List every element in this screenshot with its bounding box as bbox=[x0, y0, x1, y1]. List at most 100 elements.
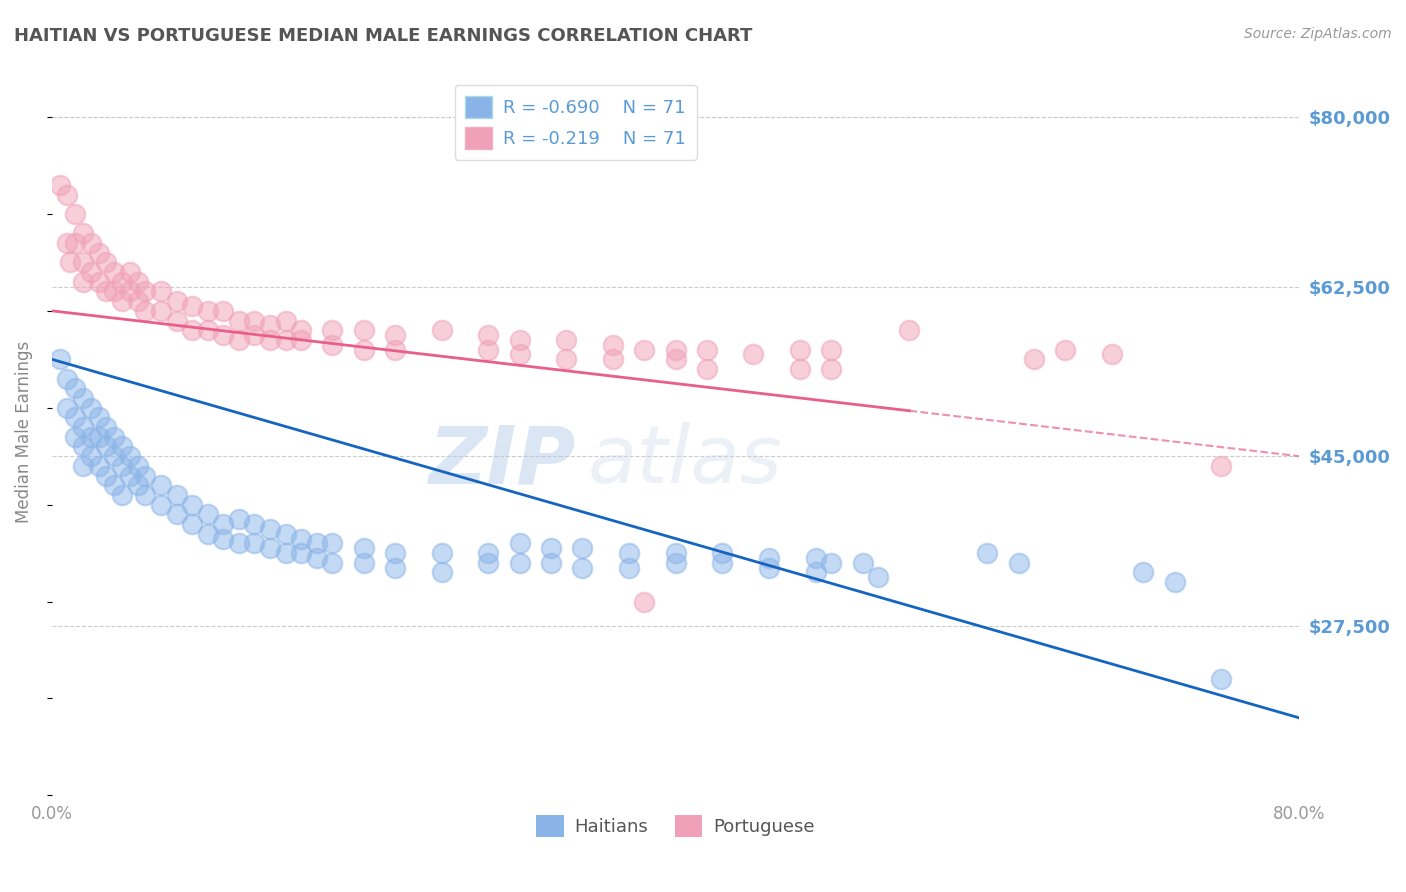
Point bbox=[56, 235, 79, 250]
Point bbox=[72, 255, 94, 269]
Point bbox=[72, 420, 94, 434]
Point bbox=[430, 546, 453, 560]
Point bbox=[127, 275, 149, 289]
Point bbox=[1101, 347, 1123, 361]
Point bbox=[228, 512, 250, 526]
Point bbox=[118, 449, 141, 463]
Point bbox=[290, 323, 312, 337]
Point bbox=[509, 556, 531, 570]
Point bbox=[118, 265, 141, 279]
Point bbox=[72, 227, 94, 241]
Point bbox=[571, 560, 593, 574]
Point bbox=[259, 333, 281, 347]
Point bbox=[212, 328, 235, 343]
Point bbox=[111, 294, 134, 309]
Point bbox=[243, 313, 266, 327]
Point bbox=[63, 381, 86, 395]
Point bbox=[87, 245, 110, 260]
Point bbox=[353, 323, 375, 337]
Point bbox=[868, 570, 890, 584]
Point bbox=[111, 488, 134, 502]
Point bbox=[63, 430, 86, 444]
Point bbox=[1024, 352, 1046, 367]
Point bbox=[509, 333, 531, 347]
Point bbox=[149, 478, 172, 492]
Point bbox=[664, 546, 686, 560]
Point bbox=[103, 478, 125, 492]
Point bbox=[149, 498, 172, 512]
Point bbox=[274, 526, 297, 541]
Point bbox=[321, 323, 343, 337]
Point bbox=[353, 343, 375, 357]
Point bbox=[477, 328, 499, 343]
Point bbox=[80, 235, 103, 250]
Point bbox=[166, 313, 188, 327]
Point bbox=[384, 343, 406, 357]
Point bbox=[96, 420, 118, 434]
Point bbox=[274, 546, 297, 560]
Point bbox=[696, 362, 718, 376]
Point bbox=[212, 516, 235, 531]
Point bbox=[540, 541, 562, 556]
Point bbox=[127, 294, 149, 309]
Point bbox=[87, 430, 110, 444]
Point bbox=[804, 551, 827, 566]
Point bbox=[820, 362, 842, 376]
Point bbox=[103, 449, 125, 463]
Point bbox=[197, 508, 219, 522]
Point bbox=[664, 352, 686, 367]
Point bbox=[96, 440, 118, 454]
Point bbox=[664, 343, 686, 357]
Y-axis label: Median Male Earnings: Median Male Earnings bbox=[15, 341, 32, 523]
Point bbox=[243, 516, 266, 531]
Point bbox=[212, 532, 235, 546]
Point bbox=[134, 468, 156, 483]
Point bbox=[87, 458, 110, 473]
Text: HAITIAN VS PORTUGUESE MEDIAN MALE EARNINGS CORRELATION CHART: HAITIAN VS PORTUGUESE MEDIAN MALE EARNIN… bbox=[14, 27, 752, 45]
Point bbox=[212, 303, 235, 318]
Point bbox=[72, 458, 94, 473]
Point bbox=[384, 560, 406, 574]
Point bbox=[197, 323, 219, 337]
Point bbox=[571, 541, 593, 556]
Point bbox=[127, 458, 149, 473]
Point bbox=[696, 343, 718, 357]
Point bbox=[290, 546, 312, 560]
Point bbox=[72, 440, 94, 454]
Point bbox=[118, 468, 141, 483]
Point bbox=[96, 255, 118, 269]
Point bbox=[758, 560, 780, 574]
Point bbox=[259, 318, 281, 333]
Point bbox=[118, 285, 141, 299]
Point bbox=[166, 508, 188, 522]
Text: ZIP: ZIP bbox=[429, 422, 575, 500]
Point bbox=[149, 303, 172, 318]
Point bbox=[166, 294, 188, 309]
Point bbox=[664, 556, 686, 570]
Point bbox=[305, 536, 328, 550]
Point bbox=[804, 566, 827, 580]
Point bbox=[228, 333, 250, 347]
Point bbox=[63, 207, 86, 221]
Point bbox=[197, 526, 219, 541]
Text: atlas: atlas bbox=[588, 422, 783, 500]
Point bbox=[555, 333, 578, 347]
Point bbox=[758, 551, 780, 566]
Point bbox=[63, 235, 86, 250]
Point bbox=[80, 430, 103, 444]
Point bbox=[181, 498, 204, 512]
Point bbox=[1007, 556, 1029, 570]
Point bbox=[87, 275, 110, 289]
Point bbox=[63, 410, 86, 425]
Point bbox=[72, 275, 94, 289]
Point bbox=[602, 352, 624, 367]
Point bbox=[274, 313, 297, 327]
Point bbox=[1132, 566, 1154, 580]
Point bbox=[243, 328, 266, 343]
Point bbox=[711, 556, 734, 570]
Point bbox=[711, 546, 734, 560]
Point bbox=[103, 430, 125, 444]
Point bbox=[290, 333, 312, 347]
Point bbox=[87, 410, 110, 425]
Point bbox=[1211, 672, 1233, 686]
